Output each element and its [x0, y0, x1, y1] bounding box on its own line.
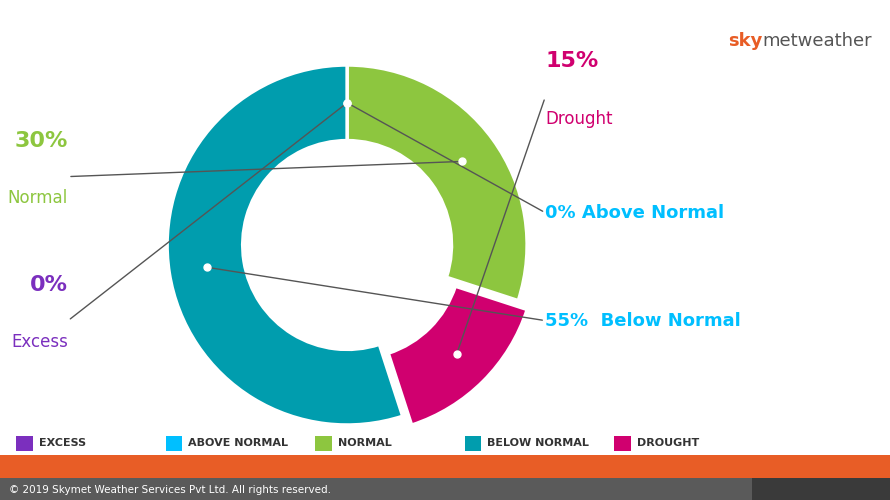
Text: metweather: metweather [763, 32, 872, 50]
Text: Drought: Drought [545, 110, 612, 128]
Wedge shape [388, 286, 527, 425]
Text: JUNE THROUGH SEPTEMBER (JJAS): JUNE THROUGH SEPTEMBER (JJAS) [18, 60, 279, 76]
Bar [465, 436, 481, 450]
FancyBboxPatch shape [650, 4, 886, 86]
Text: 30%: 30% [15, 130, 69, 150]
Text: NORMAL: NORMAL [338, 438, 392, 448]
Bar [315, 436, 332, 450]
Text: EXCESS: EXCESS [39, 438, 86, 448]
Text: Excess: Excess [12, 333, 69, 351]
Text: 15%: 15% [545, 52, 598, 72]
Bar [0, 455, 890, 478]
Wedge shape [347, 65, 527, 300]
Bar [166, 436, 182, 450]
Text: © 2019 Skymet Weather Services Pvt Ltd. All rights reserved.: © 2019 Skymet Weather Services Pvt Ltd. … [9, 485, 331, 495]
Text: sky: sky [728, 32, 763, 50]
Bar [0, 478, 752, 500]
Text: Normal: Normal [8, 189, 69, 207]
Wedge shape [167, 65, 402, 425]
Text: 0% Above Normal: 0% Above Normal [545, 204, 724, 222]
Text: ABOVE NORMAL: ABOVE NORMAL [189, 438, 288, 448]
Text: 55%  Below Normal: 55% Below Normal [545, 312, 740, 330]
Bar [16, 436, 33, 450]
Bar [614, 436, 631, 450]
Text: BELOW NORMAL: BELOW NORMAL [488, 438, 589, 448]
Text: 0%: 0% [30, 274, 69, 294]
Bar [752, 478, 890, 500]
Text: PROBABILITY OF MONSOON: PROBABILITY OF MONSOON [18, 22, 386, 46]
Text: DROUGHT: DROUGHT [637, 438, 700, 448]
